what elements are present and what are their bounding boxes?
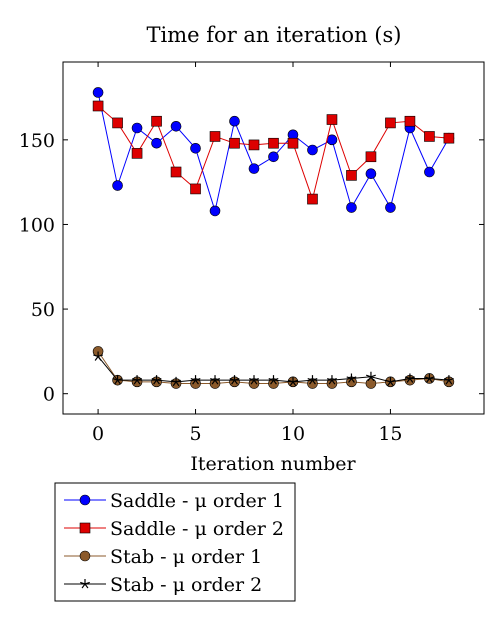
legend-box: [54, 482, 296, 602]
data-point: [443, 132, 455, 144]
data-point: [209, 205, 221, 217]
data-point: [287, 137, 299, 149]
data-point: [92, 100, 104, 112]
legend: Saddle - μ order 1 Saddle - μ order 2 Stab…: [54, 482, 296, 602]
legend-label: Saddle - μ order 1: [110, 490, 284, 512]
data-point: [190, 143, 201, 154]
data-point: [424, 131, 435, 142]
data-point: [424, 166, 435, 178]
data-point: [229, 375, 240, 385]
series-2: [92, 100, 455, 205]
legend-marker: [80, 579, 90, 589]
data-point: [366, 371, 376, 382]
legend-label: Saddle - μ order 2: [110, 518, 284, 540]
x-axis-label: Iteration number: [190, 453, 356, 475]
data-point: [365, 151, 377, 163]
data-point: [307, 193, 318, 205]
data-point: [170, 166, 182, 178]
data-point: [288, 376, 298, 387]
legend-item: Saddle - μ order 1: [64, 490, 284, 512]
data-point: [248, 139, 260, 151]
data-point: [326, 114, 338, 125]
data-point: [112, 180, 123, 191]
data-point: [151, 375, 162, 385]
data-point: [326, 134, 338, 146]
data-point: [170, 121, 182, 132]
data-point: [229, 137, 240, 149]
data-point: [385, 376, 396, 387]
legend-item: Saddle - μ order 2: [64, 518, 284, 540]
data-point: [190, 183, 201, 195]
data-point: [92, 87, 104, 98]
data-point: [248, 163, 260, 174]
legend-label: Stab - μ order 2: [110, 574, 262, 596]
series-layer: [92, 87, 455, 389]
data-point: [307, 144, 318, 156]
legend-marker: [79, 522, 91, 534]
data-point: [385, 117, 396, 129]
series-4: [93, 351, 454, 387]
data-point: [151, 115, 162, 127]
data-point: [171, 376, 181, 387]
data-point: [229, 115, 240, 127]
data-point: [210, 375, 220, 385]
data-point: [346, 373, 357, 383]
chart-title: Time for an iteration (s): [147, 23, 402, 47]
legend-marker: [79, 550, 91, 562]
x-tick-label: 5: [189, 423, 201, 445]
data-point: [404, 373, 415, 383]
legend-marker: [79, 494, 91, 506]
y-tick-label: 100: [19, 214, 55, 236]
x-tick-label: 15: [378, 423, 402, 445]
series-3: [92, 346, 455, 389]
data-point: [268, 375, 279, 385]
data-point: [132, 375, 143, 385]
data-point: [131, 148, 143, 159]
plot-frame: [62, 61, 485, 415]
data-point: [327, 375, 337, 385]
y-tick-label: 0: [43, 384, 55, 406]
data-point: [112, 375, 123, 385]
x-tick-label: 10: [281, 423, 305, 445]
data-point: [365, 168, 377, 179]
data-point: [424, 373, 435, 383]
legend-label: Stab - μ order 1: [110, 546, 262, 568]
y-tick-label: 50: [31, 299, 55, 321]
data-point: [268, 151, 279, 163]
legend-item: Stab - μ order 1: [64, 546, 262, 568]
data-point: [307, 375, 318, 385]
data-point: [112, 117, 123, 129]
data-point: [346, 202, 357, 213]
data-point: [346, 170, 357, 181]
data-point: [249, 375, 259, 385]
legend-item: Stab - μ order 2: [64, 574, 262, 596]
data-point: [268, 137, 279, 149]
data-point: [93, 351, 104, 361]
data-point: [365, 378, 377, 389]
x-tick-label: 0: [92, 423, 104, 445]
data-point: [209, 131, 221, 142]
data-point: [190, 375, 201, 385]
series-1: [92, 87, 455, 217]
data-point: [404, 115, 416, 127]
data-point: [131, 122, 143, 134]
data-point: [443, 375, 454, 385]
y-tick-label: 150: [19, 130, 55, 152]
data-point: [151, 137, 162, 149]
data-point: [385, 202, 396, 213]
